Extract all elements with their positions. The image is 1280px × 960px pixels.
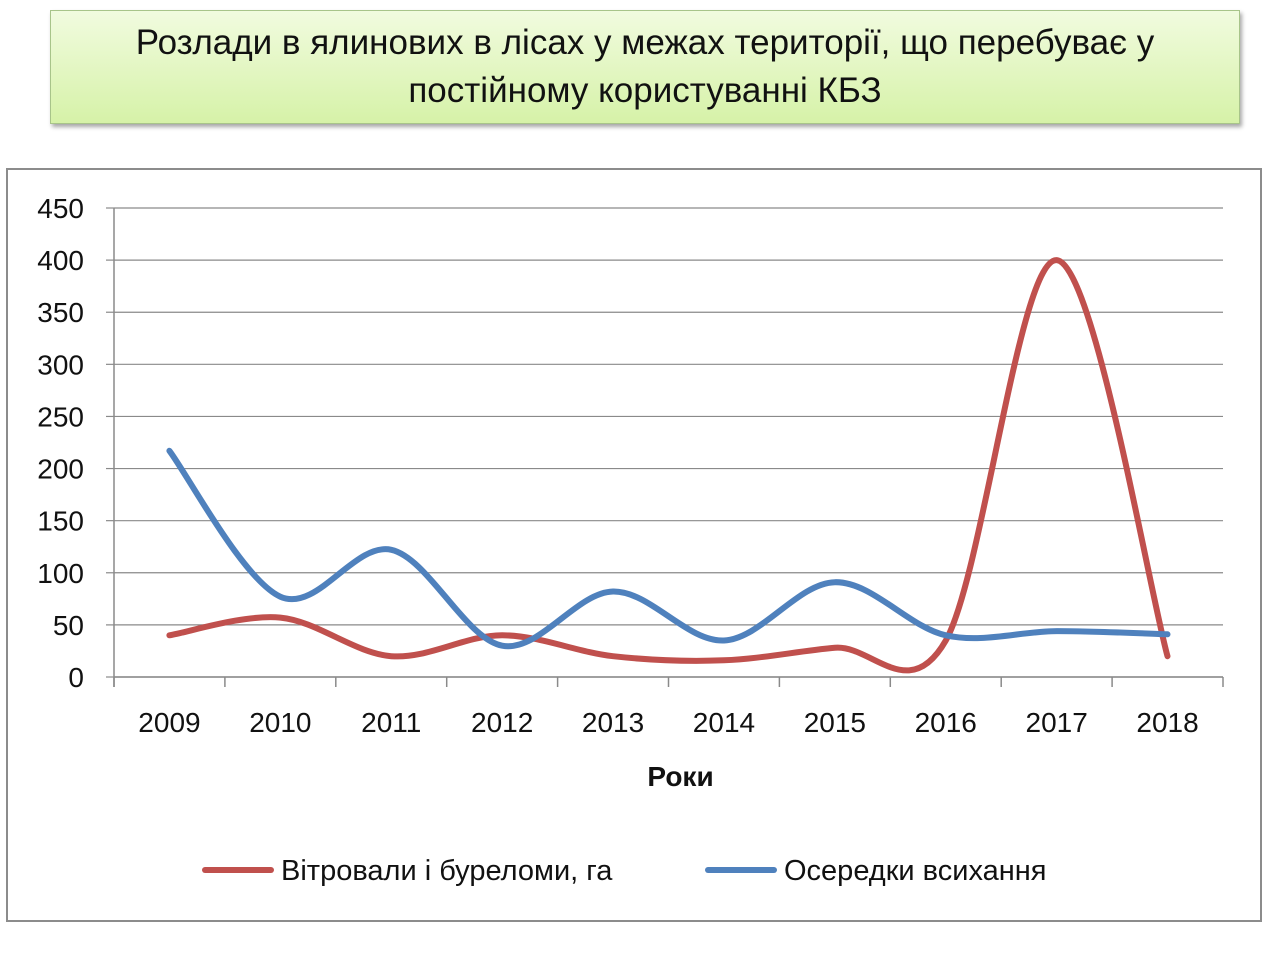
x-tick-label: 2015 [804,707,866,738]
x-tick-label: 2011 [361,707,421,738]
y-tick-label: 450 [37,193,84,224]
page-title: Розлади в ялинових в лісах у межах терит… [135,23,1155,110]
x-tick-label: 2016 [915,707,977,738]
series-line-1 [166,257,1171,674]
x-axis-title: Роки [647,761,713,792]
legend-label-1: Вітровали і буреломи, га [281,855,613,887]
x-tick-label: 2012 [471,707,533,738]
chart-frame [6,168,1262,922]
legend-label-2: Осередки всихання [784,855,1047,887]
y-tick-label: 50 [53,610,84,641]
series-line-2 [166,447,1171,650]
y-tick-label: 150 [37,506,84,537]
x-tick-label: 2017 [1026,707,1088,738]
x-tick-label: 2010 [249,707,311,738]
x-tick-label: 2018 [1136,707,1198,738]
y-tick-label: 300 [37,349,84,380]
title-banner: Розлади в ялинових в лісах у межах терит… [50,10,1240,124]
y-tick-label: 0 [68,662,84,693]
y-tick-label: 100 [37,558,84,589]
y-tick-label: 350 [37,297,84,328]
x-tick-label: 2014 [693,707,755,738]
y-tick-label: 400 [37,245,84,276]
y-tick-label: 200 [37,454,84,485]
x-tick-label: 2013 [582,707,644,738]
x-tick-label: 2009 [138,707,200,738]
y-tick-label: 250 [37,401,84,432]
